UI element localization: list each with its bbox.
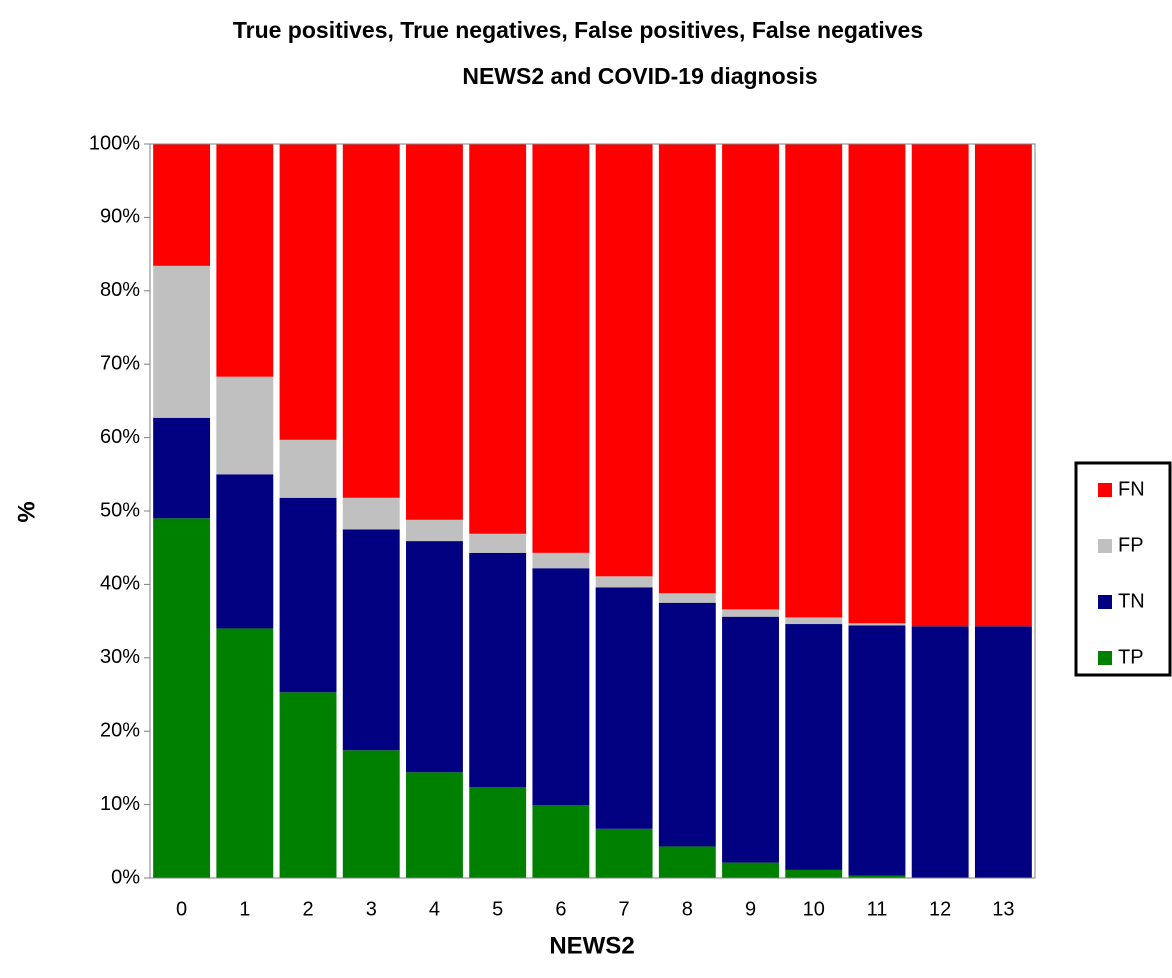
chart-subtitle: NEWS2 and COVID-19 diagnosis [462, 63, 817, 89]
bar-segment [216, 376, 274, 475]
bar-segment [342, 750, 400, 878]
bar-segment [974, 144, 1032, 627]
bar-segment [974, 626, 1032, 878]
legend-label: TP [1118, 646, 1144, 668]
x-tick-label: 9 [745, 898, 756, 920]
plot-border [149, 143, 1036, 879]
bar-segment [216, 628, 274, 878]
bar-segment [279, 497, 337, 693]
bar-segment [469, 552, 527, 787]
legend-label: FN [1118, 478, 1145, 500]
bar-segment [722, 616, 779, 863]
bar-segment [911, 626, 969, 878]
legend-swatch [1098, 595, 1112, 609]
bar-segment [722, 144, 779, 610]
bar-segment [532, 552, 590, 569]
bar-segment [722, 609, 779, 617]
bar-segment [722, 862, 779, 878]
bar-segment [848, 144, 906, 624]
y-tick-label: 10% [100, 793, 140, 815]
x-tick-label: 2 [302, 898, 313, 920]
legend-swatch [1098, 651, 1112, 665]
y-tick-label: 90% [100, 206, 140, 228]
bar-segment [406, 772, 463, 878]
bar-segment [216, 144, 274, 377]
bar-segment [469, 144, 527, 534]
x-tick-label: 10 [803, 898, 825, 920]
bar-segment [848, 625, 906, 876]
bar-segment [342, 497, 400, 530]
legend-label: FP [1118, 534, 1144, 556]
bar-segment [785, 869, 843, 878]
y-tick-label: 70% [100, 352, 140, 374]
y-tick-label: 80% [100, 279, 140, 301]
legend-swatch [1098, 483, 1112, 497]
legend-box [1074, 461, 1172, 677]
x-tick-label: 7 [619, 898, 630, 920]
bar-segment [342, 529, 400, 751]
bar-segment [279, 692, 337, 878]
x-tick-label: 3 [366, 898, 377, 920]
bar-segment [658, 593, 716, 603]
y-tick-label: 60% [100, 426, 140, 448]
y-tick-label: 20% [100, 719, 140, 741]
bar-segment [153, 265, 211, 418]
x-tick-label: 0 [176, 898, 187, 920]
bar-segment [595, 576, 653, 588]
bar-segment [658, 144, 716, 594]
x-tick-label: 13 [992, 898, 1014, 920]
bar-segment [153, 417, 211, 519]
bar-segment [469, 786, 527, 878]
y-tick-label: 50% [100, 499, 140, 521]
y-axis-title: % [13, 501, 40, 522]
bar-segment [595, 587, 653, 829]
x-tick-label: 6 [555, 898, 566, 920]
bar-segment [658, 846, 716, 878]
bar-segment [153, 144, 211, 266]
bar-segment [279, 144, 337, 440]
y-tick-label: 100% [89, 132, 140, 154]
legend-swatch [1098, 539, 1112, 553]
bar-segment [342, 144, 400, 498]
bar-segment [848, 875, 906, 878]
bar-segment [532, 144, 590, 553]
bar-segment [848, 623, 906, 626]
x-tick-label: 8 [682, 898, 693, 920]
bar-segment [216, 474, 274, 629]
legend-label: TN [1118, 590, 1145, 612]
y-tick-label: 0% [111, 866, 140, 888]
bar-segment [785, 617, 843, 625]
bar-segment [406, 541, 463, 773]
bar-segment [153, 518, 211, 878]
chart-title: True positives, True negatives, False po… [233, 17, 923, 43]
bar-segment [785, 144, 843, 618]
bar-segment [469, 533, 527, 553]
y-tick-label: 30% [100, 646, 140, 668]
bar-segment [785, 624, 843, 870]
bar-segment [406, 144, 463, 520]
x-tick-label: 11 [867, 898, 888, 920]
bar-segment [658, 602, 716, 847]
x-axis-title: NEWS2 [549, 932, 634, 959]
bar-segment [595, 828, 653, 878]
bar-segment [911, 144, 969, 627]
y-tick-label: 40% [100, 573, 140, 595]
x-tick-label: 12 [929, 898, 951, 920]
bar-segment [595, 144, 653, 577]
bar-segment [532, 568, 590, 806]
x-tick-label: 5 [492, 898, 503, 920]
x-tick-label: 4 [429, 898, 440, 920]
bar-segment [279, 439, 337, 498]
x-tick-label: 1 [239, 898, 250, 920]
bar-segment [532, 805, 590, 878]
bar-segment [406, 519, 463, 542]
